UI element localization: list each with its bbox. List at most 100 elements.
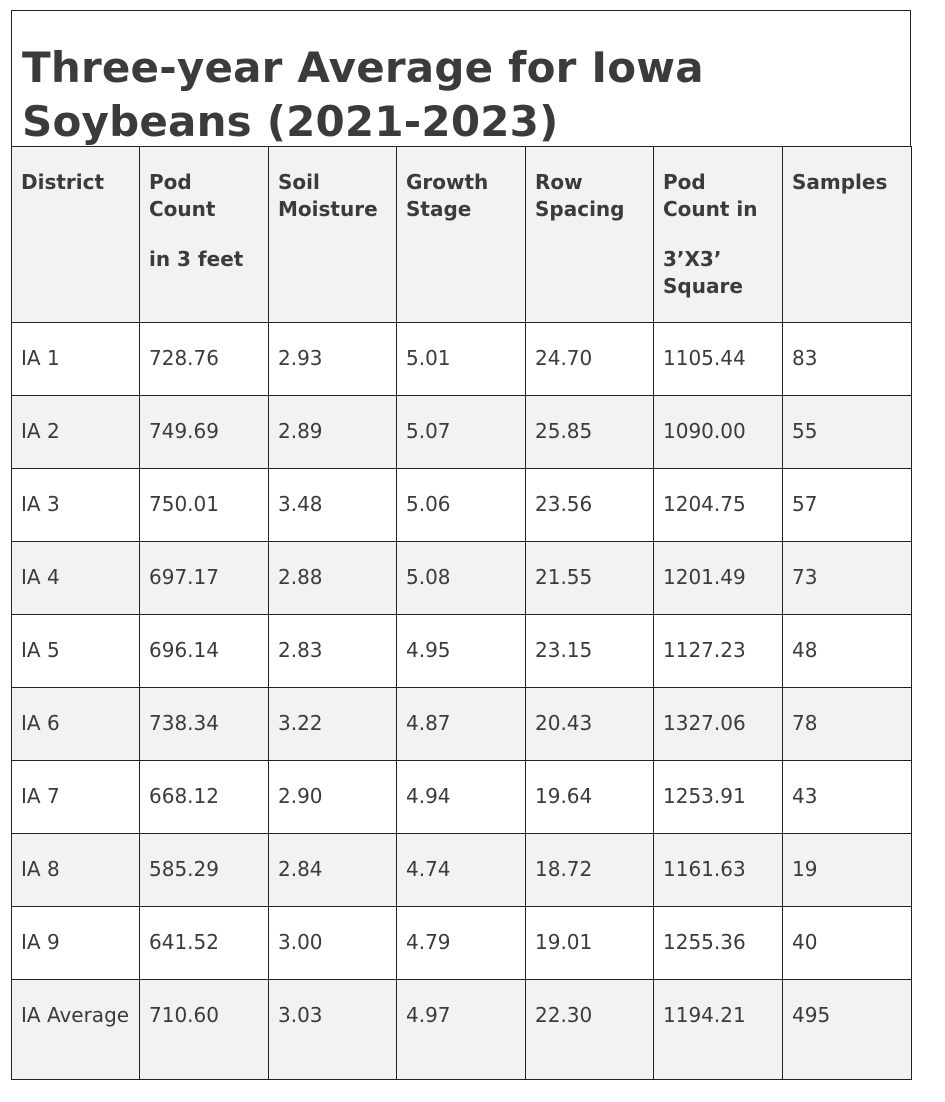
header-row: District Pod Count in 3 feet Soil Moistur… <box>11 146 912 323</box>
cell-pod-count: 585.29 <box>139 833 269 907</box>
cell-row-spacing: 22.30 <box>525 979 654 1080</box>
cell-growth-stage: 4.79 <box>396 906 526 980</box>
header-soil-moisture: Soil Moisture <box>268 146 397 323</box>
table-row: IA 8 585.29 2.84 4.74 18.72 1161.63 19 <box>11 833 912 907</box>
table-title-line1: Three-year Average for Iowa <box>22 43 704 92</box>
cell-pod-count-square: 1090.00 <box>653 395 783 469</box>
header-growth-stage: Growth Stage <box>396 146 526 323</box>
cell-soil-moisture: 3.03 <box>268 979 397 1080</box>
cell-pod-count: 641.52 <box>139 906 269 980</box>
cell-row-spacing: 23.56 <box>525 468 654 542</box>
cell-growth-stage: 5.07 <box>396 395 526 469</box>
cell-district: IA 4 <box>11 541 140 615</box>
cell-growth-stage: 4.94 <box>396 760 526 834</box>
cell-pod-count: 710.60 <box>139 979 269 1080</box>
cell-district: IA Average <box>11 979 140 1080</box>
cell-district: IA 8 <box>11 833 140 907</box>
header-row-spacing: Row Spacing <box>525 146 654 323</box>
cell-pod-count-square: 1201.49 <box>653 541 783 615</box>
cell-soil-moisture: 2.83 <box>268 614 397 688</box>
cell-growth-stage: 5.01 <box>396 322 526 396</box>
cell-row-spacing: 18.72 <box>525 833 654 907</box>
cell-soil-moisture: 3.48 <box>268 468 397 542</box>
table-title-line2: Soybeans (2021-2023) <box>22 97 559 146</box>
cell-pod-count: 696.14 <box>139 614 269 688</box>
cell-growth-stage: 4.97 <box>396 979 526 1080</box>
cell-growth-stage: 5.06 <box>396 468 526 542</box>
cell-pod-count-square: 1255.36 <box>653 906 783 980</box>
cell-pod-count-square: 1105.44 <box>653 322 783 396</box>
table-row: IA 1 728.76 2.93 5.01 24.70 1105.44 83 <box>11 322 912 396</box>
cell-pod-count-square: 1127.23 <box>653 614 783 688</box>
cell-pod-count: 750.01 <box>139 468 269 542</box>
cell-samples: 55 <box>782 395 912 469</box>
cell-pod-count: 749.69 <box>139 395 269 469</box>
cell-soil-moisture: 2.88 <box>268 541 397 615</box>
cell-samples: 43 <box>782 760 912 834</box>
cell-row-spacing: 24.70 <box>525 322 654 396</box>
cell-district: IA 1 <box>11 322 140 396</box>
cell-district: IA 2 <box>11 395 140 469</box>
cell-growth-stage: 4.87 <box>396 687 526 761</box>
header-soil-moisture-label: Soil Moisture <box>278 170 378 221</box>
cell-row-spacing: 20.43 <box>525 687 654 761</box>
table-row: IA 6 738.34 3.22 4.87 20.43 1327.06 78 <box>11 687 912 761</box>
cell-row-spacing: 23.15 <box>525 614 654 688</box>
cell-district: IA 6 <box>11 687 140 761</box>
header-pod-count: Pod Count in 3 feet <box>139 146 269 323</box>
table-row: IA 4 697.17 2.88 5.08 21.55 1201.49 73 <box>11 541 912 615</box>
cell-pod-count: 738.34 <box>139 687 269 761</box>
cell-soil-moisture: 3.22 <box>268 687 397 761</box>
header-growth-stage-label: Growth Stage <box>406 170 489 221</box>
cell-district: IA 5 <box>11 614 140 688</box>
cell-growth-stage: 4.95 <box>396 614 526 688</box>
cell-growth-stage: 5.08 <box>396 541 526 615</box>
cell-pod-count-square: 1204.75 <box>653 468 783 542</box>
cell-samples: 57 <box>782 468 912 542</box>
cell-samples: 73 <box>782 541 912 615</box>
header-samples: Samples <box>782 146 912 323</box>
table-row: IA 3 750.01 3.48 5.06 23.56 1204.75 57 <box>11 468 912 542</box>
cell-growth-stage: 4.74 <box>396 833 526 907</box>
table-row: IA 7 668.12 2.90 4.94 19.64 1253.91 43 <box>11 760 912 834</box>
cell-row-spacing: 19.01 <box>525 906 654 980</box>
header-row-spacing-label: Row Spacing <box>535 170 625 221</box>
cell-samples: 40 <box>782 906 912 980</box>
header-district: District <box>11 146 140 323</box>
cell-row-spacing: 19.64 <box>525 760 654 834</box>
table-row: IA 5 696.14 2.83 4.95 23.15 1127.23 48 <box>11 614 912 688</box>
table-row: IA 2 749.69 2.89 5.07 25.85 1090.00 55 <box>11 395 912 469</box>
table-body: IA 1 728.76 2.93 5.01 24.70 1105.44 83 IA 2 749.… <box>11 322 912 1080</box>
cell-soil-moisture: 2.89 <box>268 395 397 469</box>
header-pod-count-square-label: Pod Count in <box>663 170 758 221</box>
header-samples-label: Samples <box>792 170 888 194</box>
header-pod-count-square-sublabel: 3’X3’ Square <box>663 247 743 298</box>
cell-pod-count: 668.12 <box>139 760 269 834</box>
header-pod-count-label: Pod Count <box>149 170 216 221</box>
table-row: IA Average 710.60 3.03 4.97 22.30 1194.21 495 <box>11 979 912 1080</box>
table-title-box: Three-year Average for Iowa Soybeans (20… <box>11 10 911 146</box>
header-pod-count-sublabel: in 3 feet <box>149 247 244 271</box>
header-pod-count-square: Pod Count in 3’X3’ Square <box>653 146 783 323</box>
cell-pod-count-square: 1194.21 <box>653 979 783 1080</box>
soybean-data-table: District Pod Count in 3 feet Soil Moistur… <box>11 146 912 1080</box>
cell-pod-count-square: 1327.06 <box>653 687 783 761</box>
table-title: Three-year Average for Iowa Soybeans (20… <box>22 41 900 149</box>
table-row: IA 9 641.52 3.00 4.79 19.01 1255.36 40 <box>11 906 912 980</box>
cell-samples: 78 <box>782 687 912 761</box>
cell-pod-count: 697.17 <box>139 541 269 615</box>
cell-pod-count-square: 1161.63 <box>653 833 783 907</box>
cell-soil-moisture: 2.90 <box>268 760 397 834</box>
cell-district: IA 3 <box>11 468 140 542</box>
cell-samples: 495 <box>782 979 912 1080</box>
cell-soil-moisture: 2.93 <box>268 322 397 396</box>
cell-district: IA 9 <box>11 906 140 980</box>
cell-district: IA 7 <box>11 760 140 834</box>
cell-pod-count-square: 1253.91 <box>653 760 783 834</box>
header-district-label: District <box>21 170 105 194</box>
cell-row-spacing: 25.85 <box>525 395 654 469</box>
soybean-table-container: Three-year Average for Iowa Soybeans (20… <box>11 10 912 1080</box>
cell-samples: 19 <box>782 833 912 907</box>
cell-row-spacing: 21.55 <box>525 541 654 615</box>
cell-soil-moisture: 3.00 <box>268 906 397 980</box>
